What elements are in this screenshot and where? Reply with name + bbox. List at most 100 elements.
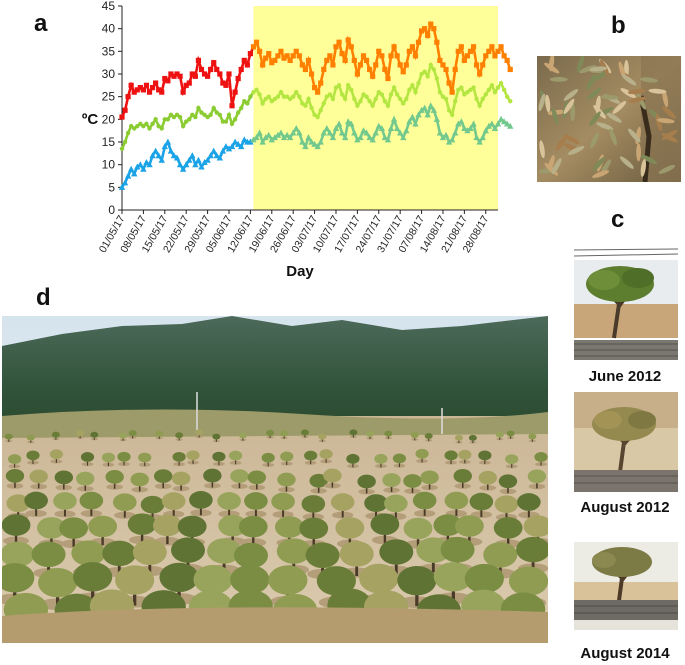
data-point <box>409 113 416 120</box>
data-point <box>507 66 513 73</box>
data-point <box>315 89 321 95</box>
data-point <box>480 96 485 102</box>
tree-crown <box>366 430 375 437</box>
data-point <box>410 83 415 88</box>
data-point <box>278 89 284 95</box>
series-mean <box>119 61 513 151</box>
data-point <box>287 57 293 63</box>
data-point <box>260 62 266 68</box>
leaf <box>628 96 646 103</box>
tree-crown <box>171 471 191 486</box>
data-point <box>132 126 137 131</box>
data-point <box>425 74 430 79</box>
data-point <box>201 71 208 77</box>
tree-crown <box>392 453 407 464</box>
leaf <box>589 66 608 72</box>
tree-crown <box>397 565 437 596</box>
data-point <box>455 48 461 54</box>
data-point <box>333 85 339 90</box>
data-point <box>433 115 441 122</box>
data-point <box>427 102 434 109</box>
data-point <box>138 121 143 127</box>
data-point <box>153 80 159 86</box>
tree-crown <box>433 562 473 592</box>
data-point <box>379 53 385 59</box>
tree-crown <box>468 434 477 441</box>
data-point <box>437 89 443 95</box>
tree-crown <box>416 537 451 563</box>
data-point <box>382 99 388 104</box>
data-point <box>488 120 496 127</box>
data-point <box>390 115 398 122</box>
data-point <box>171 73 177 79</box>
data-point <box>458 44 464 50</box>
data-point <box>294 89 299 95</box>
data-point <box>119 146 125 151</box>
data-point <box>373 96 378 102</box>
data-point <box>409 44 416 50</box>
tree-crown <box>31 541 66 568</box>
leaf <box>549 77 568 82</box>
tree-crown <box>6 494 30 513</box>
data-point <box>504 94 510 99</box>
data-point <box>187 117 192 122</box>
y-tick-label: 0 <box>108 203 115 217</box>
tree-crown <box>382 473 401 487</box>
tree-crown <box>26 450 40 461</box>
data-point <box>205 114 210 120</box>
data-point <box>164 138 172 145</box>
data-point <box>140 87 146 93</box>
data-point <box>419 71 424 77</box>
data-point <box>128 123 134 129</box>
data-point <box>217 71 223 77</box>
tree-crown <box>54 470 74 485</box>
tree-crown <box>301 495 326 513</box>
data-point <box>394 53 400 59</box>
data-point <box>418 106 425 113</box>
tree-crown <box>318 433 327 440</box>
data-point <box>220 80 226 86</box>
data-point <box>504 57 510 63</box>
tree-crown <box>233 542 268 569</box>
leaf <box>538 93 546 112</box>
data-point <box>118 183 126 190</box>
data-point <box>413 89 418 95</box>
data-point <box>494 120 502 127</box>
data-point <box>351 129 358 136</box>
data-point <box>361 92 366 97</box>
leaf <box>587 87 602 100</box>
y-tick-label: 5 <box>108 180 115 194</box>
tree-crown <box>186 450 200 461</box>
data-point <box>277 129 285 136</box>
data-point <box>173 154 181 161</box>
data-point <box>480 62 486 68</box>
data-point <box>456 87 461 93</box>
tree-photo-june-2012 <box>574 244 678 360</box>
data-point <box>244 62 250 68</box>
data-point <box>286 134 294 141</box>
data-point <box>131 170 138 177</box>
data-point <box>124 172 132 179</box>
tree-crown <box>117 451 131 462</box>
data-point <box>269 99 274 104</box>
tree-crown <box>102 540 137 567</box>
data-point <box>431 26 437 32</box>
leaf <box>589 111 601 127</box>
data-point <box>253 134 260 141</box>
tree-crown <box>493 517 523 539</box>
tree-crown <box>2 514 31 536</box>
data-point <box>376 48 382 54</box>
data-point <box>308 71 315 77</box>
data-point <box>253 39 260 45</box>
data-point <box>290 53 296 59</box>
tree-crown <box>276 538 311 564</box>
data-point <box>250 44 257 50</box>
data-point <box>418 28 425 34</box>
tree-crown <box>159 562 199 593</box>
tree-crown <box>469 492 494 511</box>
data-point <box>248 94 253 99</box>
data-point <box>225 145 233 152</box>
data-point <box>388 92 394 97</box>
data-point <box>274 131 282 138</box>
data-point <box>387 125 395 131</box>
